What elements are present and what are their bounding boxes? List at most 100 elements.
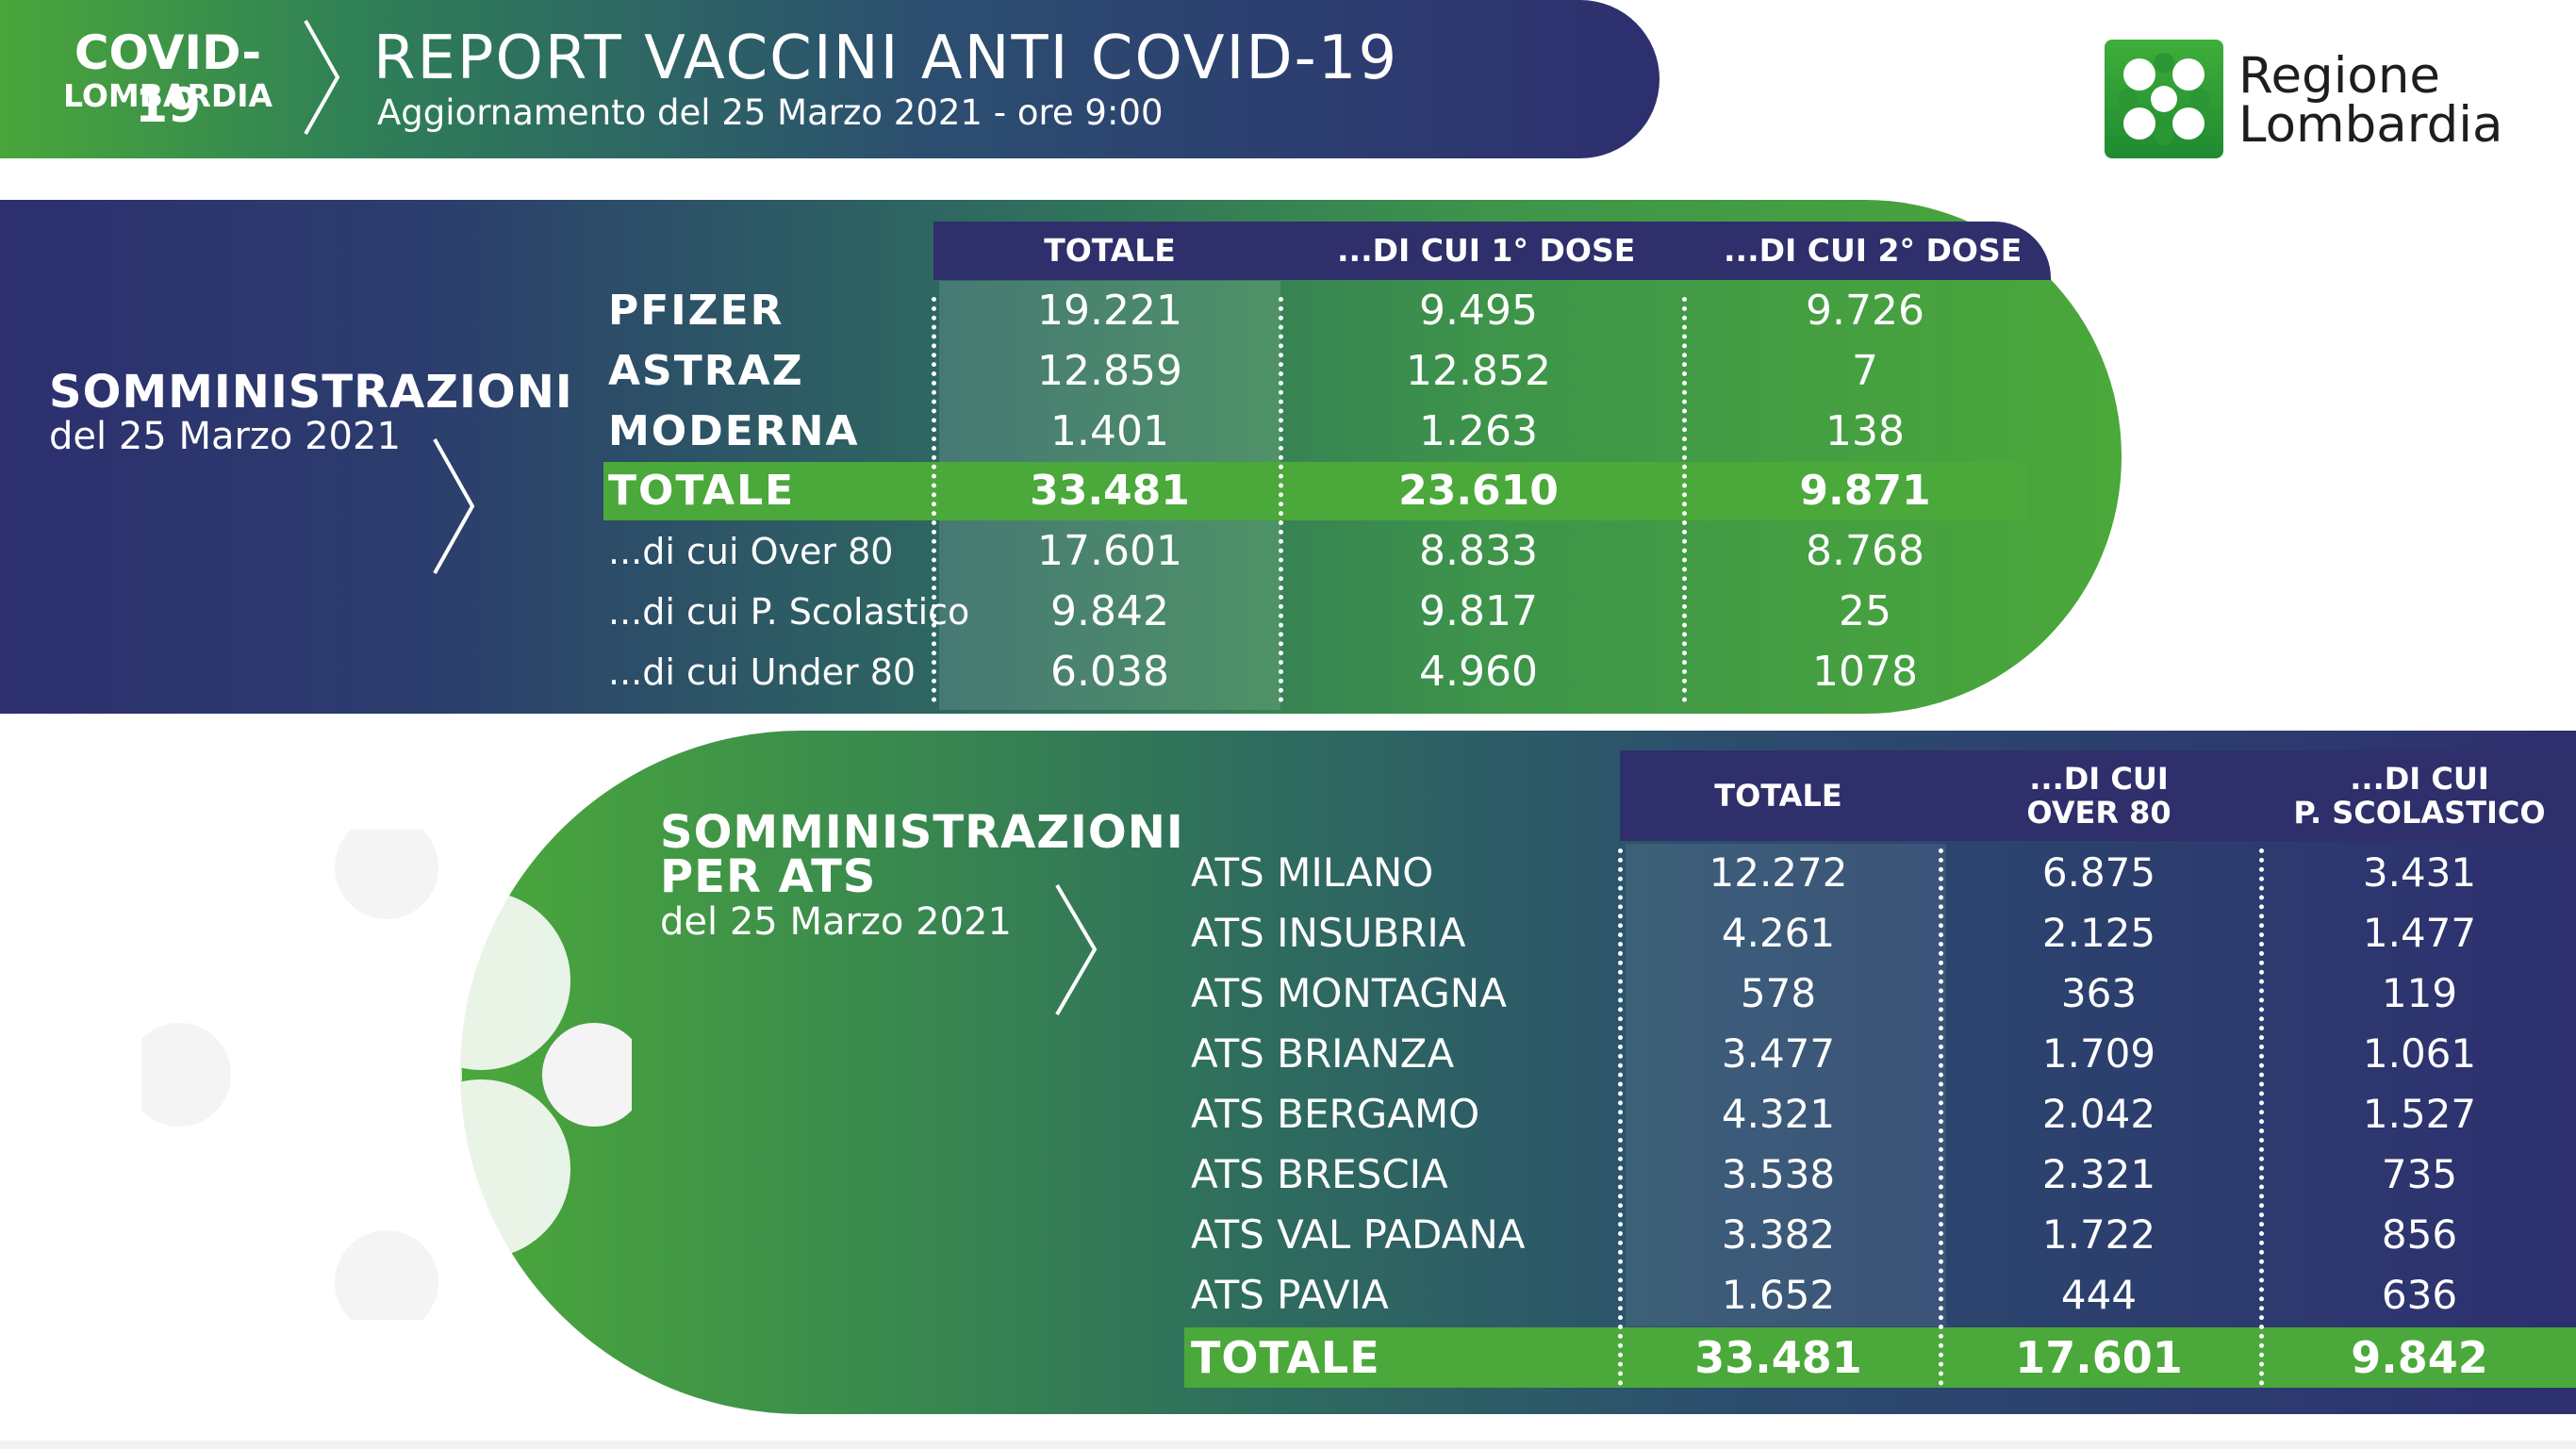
cell-totale: 12.859 — [1037, 347, 1182, 395]
daily-administrations-panel — [0, 200, 2122, 714]
header-badge-title: COVID-19 — [74, 25, 262, 133]
table-row: ATS BRIANZA 3.477 1.709 1.061 — [0, 1024, 2576, 1084]
cell-scolastico: 1.477 — [2362, 910, 2477, 956]
cell-seconda-dose: 7 — [1852, 347, 1878, 395]
table-row: ATS INSUBRIA 4.261 2.125 1.477 — [0, 903, 2576, 963]
cell-seconda-dose: 138 — [1825, 407, 1905, 455]
row-label: TOTALE — [608, 467, 796, 515]
table-row: ATS MILANO 12.272 6.875 3.431 — [0, 843, 2576, 903]
column-divider — [1279, 297, 1283, 702]
column-header-line1: ...DI CUI — [2029, 761, 2169, 797]
footer-divider — [0, 1441, 2576, 1449]
chevron-right-icon — [433, 438, 475, 574]
table-row: ...di cui Under 80 6.038 4.960 1078 — [0, 642, 2169, 702]
cell-seconda-dose: 25 — [1839, 587, 1891, 635]
column-divider — [932, 297, 936, 702]
cell-totale: 33.481 — [1030, 467, 1190, 515]
row-label: PFIZER — [608, 287, 784, 335]
cell-over80: 444 — [2060, 1272, 2138, 1318]
cell-scolastico: 636 — [2381, 1272, 2458, 1318]
cell-seconda-dose: 1078 — [1812, 648, 1918, 696]
cell-scolastico: 9.842 — [2351, 1332, 2488, 1383]
column-header-over80: ...DI CUI OVER 80 — [1957, 750, 2240, 841]
cell-totale: 4.321 — [1721, 1091, 1836, 1137]
totale-column-highlight — [1626, 844, 1946, 1326]
table-row: ...di cui P. Scolastico 9.842 9.817 25 — [0, 582, 2169, 642]
column-header-prima-dose: ...DI CUI 1° DOSE — [1337, 232, 1636, 269]
cell-totale: 19.221 — [1037, 287, 1182, 335]
column-divider — [1939, 848, 1943, 1386]
column-header-line2: OVER 80 — [2026, 795, 2171, 831]
regione-lombardia-logo — [2105, 40, 2223, 158]
table-row: PFIZER 19.221 9.495 9.726 — [0, 281, 2169, 341]
row-label: ...di cui P. Scolastico — [608, 591, 970, 633]
chevron-right-icon — [304, 20, 340, 135]
table-row: ATS MONTAGNA 578 363 119 — [0, 963, 2576, 1024]
update-timestamp: Aggiornamento del 25 Marzo 2021 - ore 9:… — [377, 92, 1164, 133]
column-header-totale: TOTALE — [1044, 232, 1176, 269]
cell-over80: 1.709 — [2041, 1030, 2156, 1077]
cell-totale: 3.538 — [1721, 1151, 1836, 1197]
cell-over80: 17.601 — [2015, 1332, 2183, 1383]
cell-over80: 2.125 — [2041, 910, 2156, 956]
cell-prima-dose: 9.495 — [1419, 287, 1538, 335]
cell-totale: 17.601 — [1037, 527, 1182, 575]
cell-scolastico: 119 — [2381, 970, 2458, 1016]
column-header-line1: ...DI CUI — [2350, 761, 2489, 797]
ats-table-header: TOTALE ...DI CUI OVER 80 ...DI CUI P. SC… — [1620, 750, 2576, 841]
total-row-highlight — [1184, 1327, 2576, 1388]
row-label: ATS VAL PADANA — [1191, 1211, 1526, 1258]
cell-prima-dose: 1.263 — [1419, 407, 1538, 455]
row-label: ATS BERGAMO — [1191, 1091, 1480, 1137]
table-row: ...di cui Over 80 17.601 8.833 8.768 — [0, 521, 2169, 582]
cell-totale: 1.401 — [1050, 407, 1169, 455]
column-header-line2: P. SCOLASTICO — [2293, 795, 2546, 831]
table-row: ATS BRESCIA 3.538 2.321 735 — [0, 1144, 2576, 1205]
column-header-scolastico: ...DI CUI P. SCOLASTICO — [2278, 750, 2561, 841]
cell-totale: 33.481 — [1694, 1332, 1862, 1383]
cell-totale: 1.652 — [1721, 1272, 1836, 1318]
cell-prima-dose: 23.610 — [1398, 467, 1559, 515]
logo-text-regione: Regione — [2238, 47, 2441, 105]
column-divider — [2259, 848, 2264, 1386]
table-row: ATS BERGAMO 4.321 2.042 1.527 — [0, 1084, 2576, 1144]
row-label: ...di cui Under 80 — [608, 651, 916, 693]
row-label: ATS MONTAGNA — [1191, 970, 1507, 1016]
cell-scolastico: 1.527 — [2362, 1091, 2477, 1137]
row-label: ATS BRIANZA — [1191, 1030, 1455, 1077]
cell-totale: 4.261 — [1721, 910, 1836, 956]
table-row: ASTRAZ 12.859 12.852 7 — [0, 341, 2169, 402]
cell-prima-dose: 4.960 — [1419, 648, 1538, 696]
row-label: TOTALE — [1191, 1332, 1380, 1383]
row-label: MODERNA — [608, 407, 860, 455]
cell-over80: 363 — [2060, 970, 2138, 1016]
table-row: MODERNA 1.401 1.263 138 — [0, 402, 2169, 462]
page-title: REPORT VACCINI ANTI COVID-19 — [373, 24, 1399, 93]
table-row-total: TOTALE 33.481 23.610 9.871 — [0, 461, 2169, 521]
cell-totale: 12.272 — [1709, 849, 1848, 896]
section2-title-line2: PER ATS — [660, 850, 877, 903]
cell-totale: 6.038 — [1050, 648, 1169, 696]
table-row: ATS VAL PADANA 3.382 1.722 856 — [0, 1205, 2576, 1265]
cell-totale: 9.842 — [1050, 587, 1169, 635]
row-label: ATS PAVIA — [1191, 1272, 1389, 1318]
cell-prima-dose: 12.852 — [1406, 347, 1551, 395]
column-divider — [1618, 848, 1623, 1386]
header-badge-region: LOMBARDIA — [62, 77, 273, 114]
row-label: ...di cui Over 80 — [608, 531, 894, 572]
cell-over80: 6.875 — [2041, 849, 2156, 896]
logo-text-lombardia: Lombardia — [2238, 96, 2503, 154]
cell-totale: 578 — [1740, 970, 1817, 1016]
column-header-label: TOTALE — [1714, 778, 1842, 814]
row-label: ATS BRESCIA — [1191, 1151, 1448, 1197]
section2-date: del 25 Marzo 2021 — [660, 900, 1012, 944]
cell-scolastico: 856 — [2381, 1211, 2458, 1258]
section2-title: SOMMINISTRAZIONI — [660, 806, 1184, 859]
cell-totale: 3.477 — [1721, 1030, 1836, 1077]
total-row-highlight — [603, 462, 2027, 520]
regione-lombardia-rose-icon — [2118, 53, 2210, 145]
column-header-seconda-dose: ...DI CUI 2° DOSE — [1724, 232, 2023, 269]
table-row-total: TOTALE 33.481 17.601 9.842 — [0, 1327, 2576, 1388]
cell-over80: 2.042 — [2041, 1091, 2156, 1137]
row-label: ATS INSUBRIA — [1191, 910, 1466, 956]
